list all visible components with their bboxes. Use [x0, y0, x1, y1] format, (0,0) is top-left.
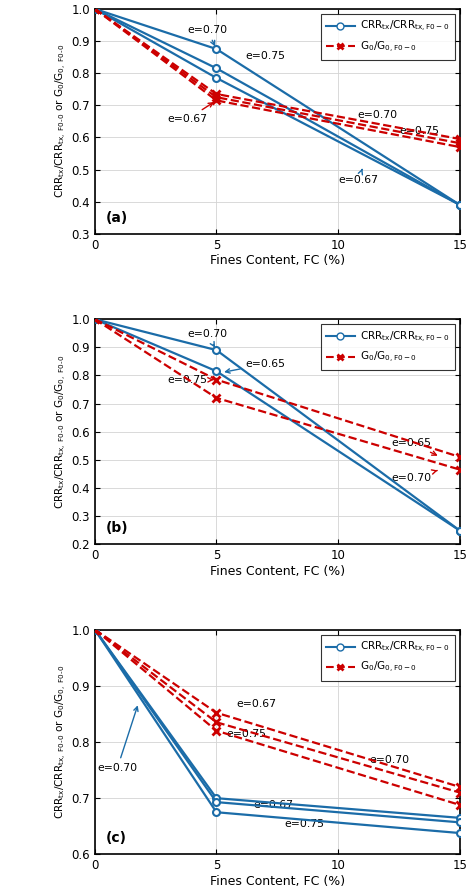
Text: e=0.75: e=0.75	[399, 126, 439, 136]
Text: (b): (b)	[106, 521, 128, 535]
Legend: CRR$_{\rm tx}$/CRR$_{\rm tx,F0-0}$, G$_0$/G$_{\rm 0,F0-0}$: CRR$_{\rm tx}$/CRR$_{\rm tx,F0-0}$, G$_0…	[320, 325, 455, 370]
Text: (c): (c)	[106, 831, 127, 845]
Text: e=0.65: e=0.65	[226, 359, 286, 373]
Text: e=0.75: e=0.75	[168, 376, 213, 385]
X-axis label: Fines Content, FC (%): Fines Content, FC (%)	[210, 565, 345, 578]
Text: e=0.65: e=0.65	[392, 438, 437, 455]
Y-axis label: CRR$_{\rm tx}$/CRR$_{\rm tx,\ F0\text{-}0}$ or G$_0$/G$_{0,\ \rm F0\text{-}0}$: CRR$_{\rm tx}$/CRR$_{\rm tx,\ F0\text{-}…	[54, 665, 69, 819]
Text: e=0.75: e=0.75	[284, 820, 325, 829]
Text: e=0.70: e=0.70	[392, 470, 437, 483]
Text: e=0.75: e=0.75	[246, 51, 286, 61]
Text: e=0.67: e=0.67	[236, 700, 276, 709]
X-axis label: Fines Content, FC (%): Fines Content, FC (%)	[210, 255, 345, 267]
Text: e=0.75: e=0.75	[226, 730, 266, 740]
Text: e=0.70: e=0.70	[357, 110, 398, 120]
Text: (a): (a)	[106, 211, 128, 225]
Legend: CRR$_{\rm tx}$/CRR$_{\rm tx,F0-0}$, G$_0$/G$_{\rm 0,F0-0}$: CRR$_{\rm tx}$/CRR$_{\rm tx,F0-0}$, G$_0…	[320, 635, 455, 681]
Text: e=0.70: e=0.70	[187, 25, 228, 45]
Text: e=0.67: e=0.67	[168, 103, 213, 124]
Y-axis label: CRR$_{\rm tx}$/CRR$_{\rm tx,\ F0\text{-}0}$ or G$_0$/G$_{0,\ \rm F0\text{-}0}$: CRR$_{\rm tx}$/CRR$_{\rm tx,\ F0\text{-}…	[54, 354, 69, 509]
Y-axis label: CRR$_{\rm tx}$/CRR$_{\rm tx,\ F0\text{-}0}$ or G$_0$/G$_{0,\ \rm F0\text{-}0}$: CRR$_{\rm tx}$/CRR$_{\rm tx,\ F0\text{-}…	[54, 44, 69, 198]
Legend: CRR$_{\rm tx}$/CRR$_{\rm tx,F0-0}$, G$_0$/G$_{\rm 0,F0-0}$: CRR$_{\rm tx}$/CRR$_{\rm tx,F0-0}$, G$_0…	[320, 14, 455, 60]
Text: e=0.67: e=0.67	[338, 169, 378, 185]
Text: e=0.70: e=0.70	[370, 756, 410, 765]
Text: e=0.67: e=0.67	[253, 800, 293, 810]
X-axis label: Fines Content, FC (%): Fines Content, FC (%)	[210, 875, 345, 888]
Text: e=0.70: e=0.70	[97, 707, 138, 773]
Text: e=0.70: e=0.70	[187, 329, 228, 346]
